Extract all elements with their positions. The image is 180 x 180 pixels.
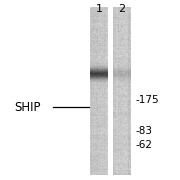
Text: -62: -62: [136, 140, 153, 150]
Text: 1: 1: [96, 4, 102, 15]
Text: -175: -175: [136, 95, 159, 105]
Text: 2: 2: [118, 4, 125, 15]
Text: -83: -83: [136, 125, 153, 136]
Text: SHIP: SHIP: [14, 101, 41, 114]
